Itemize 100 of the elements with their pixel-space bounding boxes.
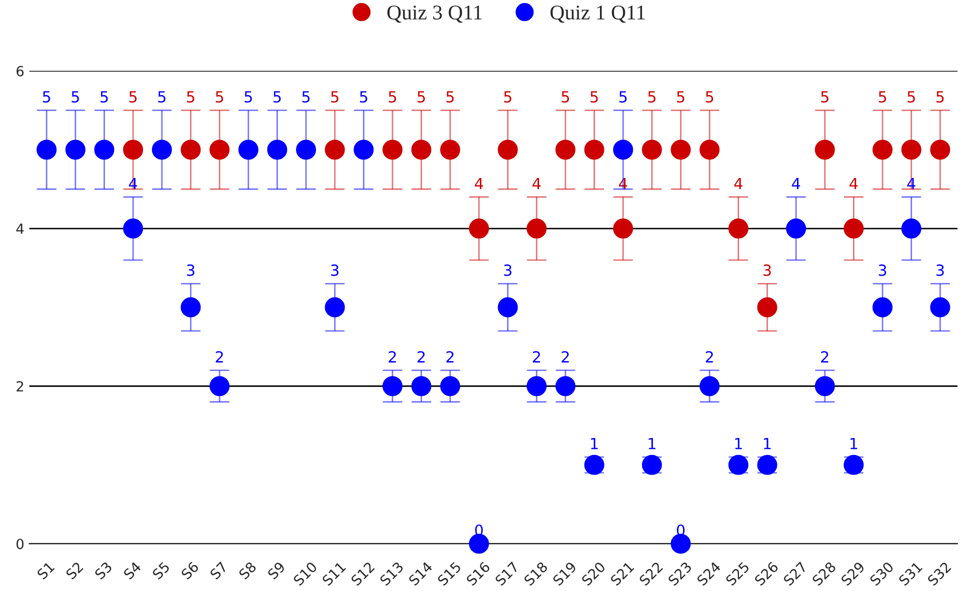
x-tick-label: S30 xyxy=(869,561,894,586)
point xyxy=(728,218,748,239)
x-tick-label: S10 xyxy=(292,561,318,586)
data-label: 5 xyxy=(100,91,108,103)
data-label: 4 xyxy=(734,178,742,190)
data-label: 5 xyxy=(216,91,224,103)
data-label: 5 xyxy=(677,91,684,103)
data-label: 5 xyxy=(562,91,569,103)
data-label: 2 xyxy=(821,351,828,362)
point xyxy=(670,534,691,554)
x-tick-label: S32 xyxy=(926,562,952,586)
x-tick-label: S31 xyxy=(898,561,923,586)
point xyxy=(210,376,230,396)
data-label: 5 xyxy=(274,91,281,103)
data-label: 2 xyxy=(388,351,396,362)
data-label: 5 xyxy=(648,91,656,103)
point xyxy=(468,218,489,239)
point xyxy=(613,140,634,160)
point xyxy=(94,140,114,160)
data-label: 5 xyxy=(360,91,368,103)
x-tick-label: S3 xyxy=(94,561,113,580)
point xyxy=(901,140,922,160)
y-tick-label: 0 xyxy=(16,538,24,550)
data-label: 5 xyxy=(72,91,79,103)
data-label: 1 xyxy=(764,438,771,450)
data-label: 5 xyxy=(331,91,338,103)
data-label: 4 xyxy=(532,178,541,190)
data-label: 3 xyxy=(504,264,512,276)
point xyxy=(930,140,950,160)
point xyxy=(700,376,720,396)
data-label: 5 xyxy=(42,91,50,103)
x-tick-label: S26 xyxy=(754,561,779,586)
data-label: 4 xyxy=(128,178,138,190)
data-label: 1 xyxy=(648,438,656,450)
data-label: 5 xyxy=(878,91,886,103)
x-tick-label: S8 xyxy=(238,561,257,580)
data-label: 5 xyxy=(936,91,944,103)
x-tick-label: S7 xyxy=(209,561,228,580)
point xyxy=(786,218,806,239)
data-label: 4 xyxy=(792,178,800,190)
x-tick-label: S16 xyxy=(466,561,491,586)
point xyxy=(180,297,201,318)
y-tick-label: 6 xyxy=(16,66,24,76)
data-label: 4 xyxy=(474,178,483,190)
point xyxy=(238,140,258,160)
data-label: 3 xyxy=(764,264,771,276)
point xyxy=(498,297,518,318)
x-tick-label: S4 xyxy=(122,561,142,580)
x-tick-label: S20 xyxy=(580,561,606,586)
point xyxy=(296,140,316,160)
point xyxy=(526,376,547,396)
data-label: 2 xyxy=(446,351,454,362)
point xyxy=(267,140,288,160)
data-label: 2 xyxy=(706,351,713,362)
point xyxy=(498,140,518,160)
legend-label: Quiz 3 Q11 xyxy=(387,6,482,23)
data-label: 5 xyxy=(590,91,598,103)
point xyxy=(354,140,374,160)
x-tick-label: S2 xyxy=(65,562,84,580)
point xyxy=(872,297,893,318)
data-label: 5 xyxy=(619,91,627,103)
x-tick-label: S28 xyxy=(812,561,836,586)
y-tick-label: 4 xyxy=(16,224,24,234)
x-tick-label: S15 xyxy=(436,561,462,586)
data-label: 1 xyxy=(591,438,598,450)
point xyxy=(440,140,460,160)
x-tick-label: S11 xyxy=(322,561,346,586)
point xyxy=(555,140,576,160)
x-tick-label: S21 xyxy=(610,561,634,586)
data-label: 3 xyxy=(936,264,944,276)
data-label: 5 xyxy=(388,91,396,103)
data-label: 5 xyxy=(446,91,454,103)
data-label: 2 xyxy=(418,351,425,362)
x-tick-label: S18 xyxy=(523,561,548,586)
data-label: 1 xyxy=(850,438,858,450)
point xyxy=(210,140,230,160)
data-label: 4 xyxy=(618,178,628,190)
data-label: 3 xyxy=(187,264,194,276)
x-tick-label: S23 xyxy=(667,561,692,586)
point xyxy=(382,140,403,160)
point xyxy=(642,140,662,160)
point xyxy=(411,140,432,160)
point xyxy=(324,297,345,318)
data-label: 5 xyxy=(129,91,137,103)
point xyxy=(757,297,778,318)
data-label: 5 xyxy=(244,91,252,103)
data-label: 3 xyxy=(331,264,338,276)
x-tick-label: S22 xyxy=(638,562,664,586)
data-label: 2 xyxy=(216,351,223,362)
point xyxy=(123,140,144,160)
x-tick-label: S14 xyxy=(408,561,433,586)
data-label: 1 xyxy=(735,438,742,450)
point xyxy=(180,140,201,160)
x-tick-label: S12 xyxy=(350,562,375,586)
data-label: 2 xyxy=(532,351,540,362)
x-tick-label: S13 xyxy=(379,561,404,586)
x-tick-label: S24 xyxy=(696,561,722,586)
data-label: 2 xyxy=(562,351,569,362)
point xyxy=(872,140,893,160)
data-label: 5 xyxy=(418,91,425,103)
